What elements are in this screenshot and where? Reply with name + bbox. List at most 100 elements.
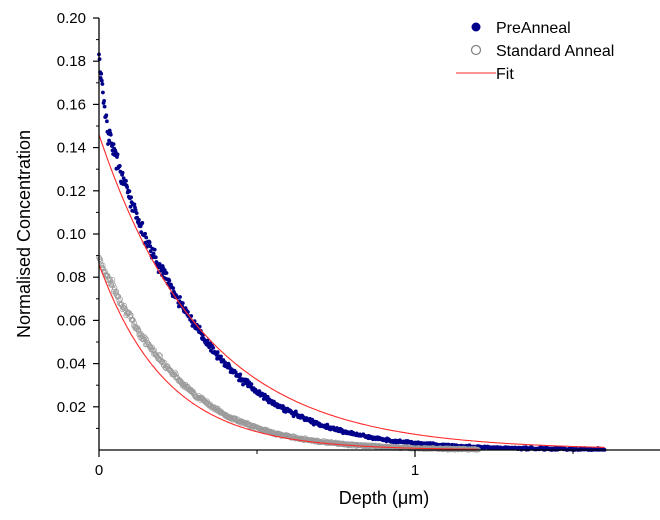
preanneal-points: [97, 52, 607, 452]
fit-curve-1: [98, 264, 479, 450]
y-axis-title: Normalised Concentration: [14, 130, 34, 338]
preanneal-point: [127, 189, 132, 194]
preanneal-point: [151, 251, 156, 256]
y-tick-label-1: 0.04: [57, 356, 86, 373]
preanneal-point: [137, 218, 141, 222]
preanneal-point: [117, 164, 122, 168]
standard-anneal-point: [113, 288, 120, 295]
standard-anneal-point: [97, 256, 103, 262]
standard-anneal-point: [97, 258, 104, 264]
preanneal-point: [325, 422, 330, 427]
standard-anneal-point: [122, 305, 128, 311]
preanneal-point: [238, 372, 243, 377]
preanneal-point: [143, 231, 148, 236]
legend-marker-preanneal: [471, 22, 481, 32]
preanneal-point: [120, 170, 125, 175]
preanneal-point: [133, 208, 138, 212]
preanneal-point: [134, 211, 139, 216]
preanneal-point: [148, 244, 153, 249]
preanneal-point: [162, 268, 167, 273]
legend-item-preanneal: PreAnneal: [471, 20, 571, 37]
preanneal-point: [128, 204, 133, 209]
standard-anneal-point: [144, 339, 150, 346]
standard-anneal-point: [141, 336, 147, 342]
legend: PreAnneal Standard Anneal Fit: [456, 20, 614, 83]
standard-anneal-point: [102, 268, 108, 274]
standard-anneal-point: [156, 352, 162, 358]
preanneal-point: [205, 338, 210, 343]
standard-anneal-point: [142, 335, 148, 341]
standard-anneal-point: [110, 281, 116, 288]
standard-anneal-point: [117, 296, 123, 302]
y-tick-label-3: 0.08: [57, 269, 86, 286]
standard-anneal-point: [103, 271, 109, 277]
standard-anneal-point: [150, 348, 156, 354]
preanneal-point: [100, 82, 105, 86]
y-tick-label-8: 0.18: [57, 53, 86, 70]
preanneal-point: [180, 301, 185, 305]
standard-anneal-point: [108, 281, 114, 287]
y-tick-label-7: 0.16: [57, 96, 86, 113]
x-tick-label-0: 0: [95, 462, 103, 479]
y-tick-label-0: 0.02: [57, 399, 86, 416]
legend-label-fit: Fit: [496, 66, 514, 83]
preanneal-point: [147, 240, 152, 245]
standard-anneal-point: [113, 289, 119, 295]
legend-label-preanneal: PreAnneal: [496, 20, 571, 37]
preanneal-point: [233, 370, 238, 374]
preanneal-point: [171, 286, 176, 290]
preanneal-point: [215, 350, 220, 355]
preanneal-point: [108, 132, 113, 137]
standard-anneal-point: [130, 317, 136, 323]
preanneal-point: [115, 152, 120, 157]
preanneal-point: [153, 255, 158, 260]
preanneal-point: [111, 142, 116, 147]
preanneal-point: [102, 99, 106, 103]
preanneal-point: [124, 179, 128, 183]
legend-item-fit: Fit: [456, 66, 514, 83]
x-tick-label-1: 1: [411, 462, 419, 479]
preanneal-point: [178, 295, 182, 299]
legend-marker-standard-anneal: [470, 44, 482, 56]
standard-anneal-point: [136, 331, 142, 338]
y-tick-label-2: 0.06: [57, 312, 86, 329]
fit-lines: [98, 134, 605, 450]
standard-anneal-point: [114, 292, 120, 298]
preanneal-point: [106, 142, 110, 146]
legend-item-standard-anneal: Standard Anneal: [470, 43, 614, 60]
preanneal-point: [101, 90, 105, 95]
standard-anneal-point: [100, 262, 106, 269]
preanneal-point: [104, 113, 109, 118]
preanneal-point: [152, 247, 157, 252]
standard-anneal-points: [96, 254, 481, 453]
legend-label-standard-anneal: Standard Anneal: [496, 43, 614, 60]
preanneal-point: [99, 78, 104, 83]
preanneal-point: [249, 382, 254, 386]
y-ticks: 0.02 0.04 0.06 0.08 0.10 0.12 0.14 0.16 0.18 0.20: [57, 10, 99, 429]
y-tick-label-6: 0.14: [57, 140, 86, 157]
standard-anneal-point: [116, 297, 122, 304]
preanneal-point: [140, 221, 145, 225]
standard-anneal-point: [160, 359, 166, 366]
y-tick-label-5: 0.12: [57, 183, 86, 200]
preanneal-point: [219, 354, 223, 359]
preanneal-point: [107, 138, 111, 143]
preanneal-point: [129, 195, 134, 200]
plot-area: [96, 52, 607, 453]
preanneal-point: [102, 104, 107, 109]
fit-curve-0: [98, 134, 605, 448]
preanneal-point: [125, 185, 129, 190]
preanneal-point: [211, 346, 216, 350]
standard-anneal-point: [157, 353, 163, 359]
standard-anneal-point: [173, 374, 180, 380]
preanneal-point: [99, 71, 104, 76]
preanneal-point: [144, 235, 149, 240]
y-tick-label-9: 0.20: [57, 10, 86, 27]
x-axis-title: Depth (μm): [339, 488, 429, 508]
preanneal-point: [164, 271, 169, 275]
preanneal-point: [177, 304, 181, 309]
preanneal-point: [241, 382, 245, 387]
preanneal-point: [105, 119, 109, 124]
